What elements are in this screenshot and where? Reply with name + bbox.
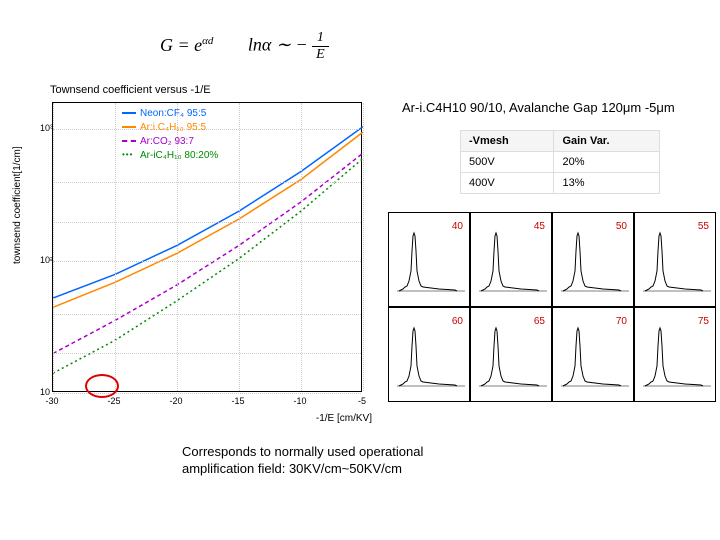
spectrum-label: 75 bbox=[698, 316, 709, 327]
ytick: 10³ bbox=[40, 123, 53, 133]
table-row: 500V20% bbox=[461, 152, 660, 173]
spectrum-label: 70 bbox=[616, 316, 627, 327]
spectrum-panel: 60 bbox=[388, 307, 470, 402]
ytick: 10 bbox=[40, 387, 50, 397]
spectrum-panel: 55 bbox=[634, 212, 716, 307]
legend-item: Ar:i.C₄H₁₀ 95:5 bbox=[122, 122, 218, 133]
spectrum-label: 40 bbox=[452, 221, 463, 232]
xtick: -25 bbox=[107, 396, 120, 406]
gain-table: -Vmesh Gain Var. 500V20%400V13% bbox=[460, 130, 660, 194]
legend-item: Ar:CO₂ 93:7 bbox=[122, 136, 218, 147]
spectrum-label: 65 bbox=[534, 316, 545, 327]
xtick: -20 bbox=[169, 396, 182, 406]
xtick: -5 bbox=[358, 396, 366, 406]
xtick: -10 bbox=[293, 396, 306, 406]
equation-lnalpha: lnα ∼ − 1 E bbox=[248, 30, 329, 63]
header-text: Ar-i.C4H10 90/10, Avalanche Gap 120μm -5… bbox=[402, 100, 720, 115]
spectrum-panel: 45 bbox=[470, 212, 552, 307]
table-row: 400V13% bbox=[461, 173, 660, 194]
spectra-grid: 40 45 50 55 60 65 70 75 bbox=[388, 212, 716, 402]
spectrum-panel: 70 bbox=[552, 307, 634, 402]
chart-xlabel: -1/E [cm/KV] bbox=[316, 413, 372, 424]
chart-ylabel: townsend coefficient[1/cm] bbox=[12, 146, 23, 264]
xtick: -15 bbox=[231, 396, 244, 406]
chart-legend: Neon:CF₄ 95:5 Ar:i.C₄H₁₀ 95:5 Ar:CO₂ 93:7 •… bbox=[122, 108, 218, 164]
chart-title: Townsend coefficient versus -1/E bbox=[50, 84, 211, 96]
legend-item: Neon:CF₄ 95:5 bbox=[122, 108, 218, 119]
spectrum-panel: 65 bbox=[470, 307, 552, 402]
spectrum-panel: 75 bbox=[634, 307, 716, 402]
spectrum-label: 55 bbox=[698, 221, 709, 232]
table-body: 500V20%400V13% bbox=[461, 152, 660, 194]
spectrum-panel: 50 bbox=[552, 212, 634, 307]
table-col-vmesh: -Vmesh bbox=[461, 131, 554, 152]
table-col-gainvar: Gain Var. bbox=[554, 131, 660, 152]
ytick: 10² bbox=[40, 255, 53, 265]
equation-gain: G = eαd bbox=[160, 35, 213, 56]
spectrum-label: 50 bbox=[616, 221, 627, 232]
spectrum-panel: 40 bbox=[388, 212, 470, 307]
highlight-ellipse bbox=[85, 374, 119, 398]
legend-item: •••Ar-iC₄H₁₀ 80:20% bbox=[122, 150, 218, 161]
spectrum-label: 45 bbox=[534, 221, 545, 232]
xtick: -30 bbox=[45, 396, 58, 406]
annotation-text: Corresponds to normally used operational… bbox=[182, 444, 462, 478]
spectrum-label: 60 bbox=[452, 316, 463, 327]
equations: G = eαd lnα ∼ − 1 E bbox=[160, 30, 460, 70]
